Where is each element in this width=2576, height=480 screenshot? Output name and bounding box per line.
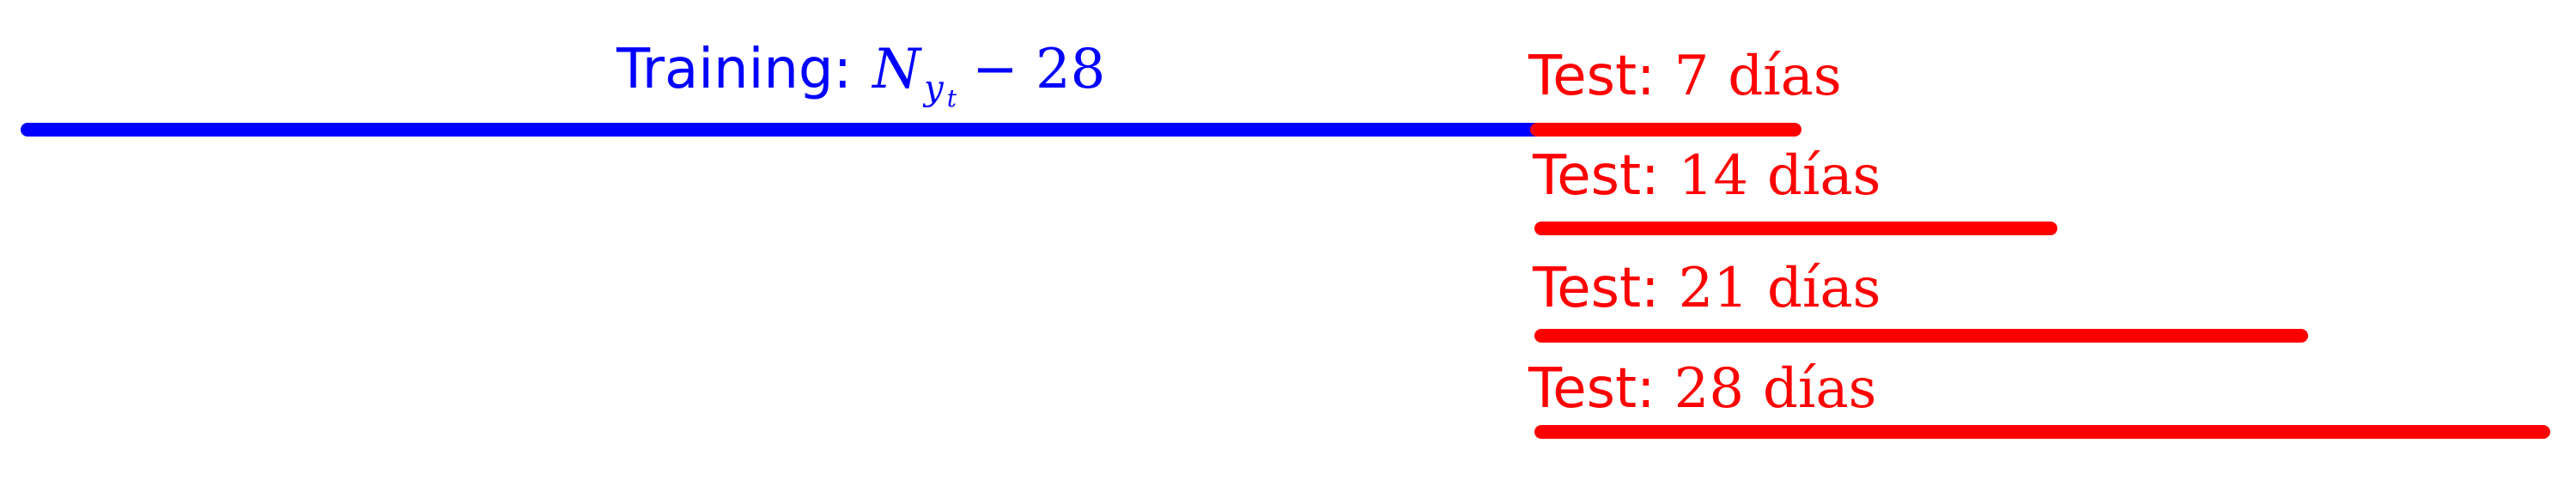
test-label-value: 14: [1679, 144, 1748, 208]
test-label-value: 7: [1674, 45, 1710, 108]
training-math-var: N: [871, 38, 922, 101]
training-math-sub: y: [922, 69, 945, 108]
test-label-unit: días: [1767, 257, 1880, 320]
test-label-value: 21: [1679, 257, 1748, 320]
test-label-prefix: Test:: [1528, 45, 1656, 108]
test-label-unit: días: [1728, 45, 1841, 108]
training-math-subsub: t: [947, 84, 957, 112]
test-label-prefix: Test:: [1532, 257, 1660, 320]
test-label-14: Test: 14 días: [1532, 144, 1880, 208]
test-label-unit: días: [1763, 357, 1876, 421]
training-math-rest: − 28: [972, 38, 1105, 101]
test-label-21: Test: 21 días: [1532, 257, 1880, 320]
test-label-value: 28: [1674, 357, 1744, 421]
test-label-unit: días: [1767, 144, 1880, 208]
training-label: Training: N y t − 28: [616, 38, 1105, 112]
test-label-28: Test: 28 días: [1528, 357, 1876, 421]
test-label-prefix: Test:: [1532, 144, 1660, 208]
test-label-7: Test: 7 días: [1528, 45, 1842, 108]
training-label-prefix: Training:: [616, 38, 852, 101]
test-label-prefix: Test:: [1528, 357, 1656, 421]
